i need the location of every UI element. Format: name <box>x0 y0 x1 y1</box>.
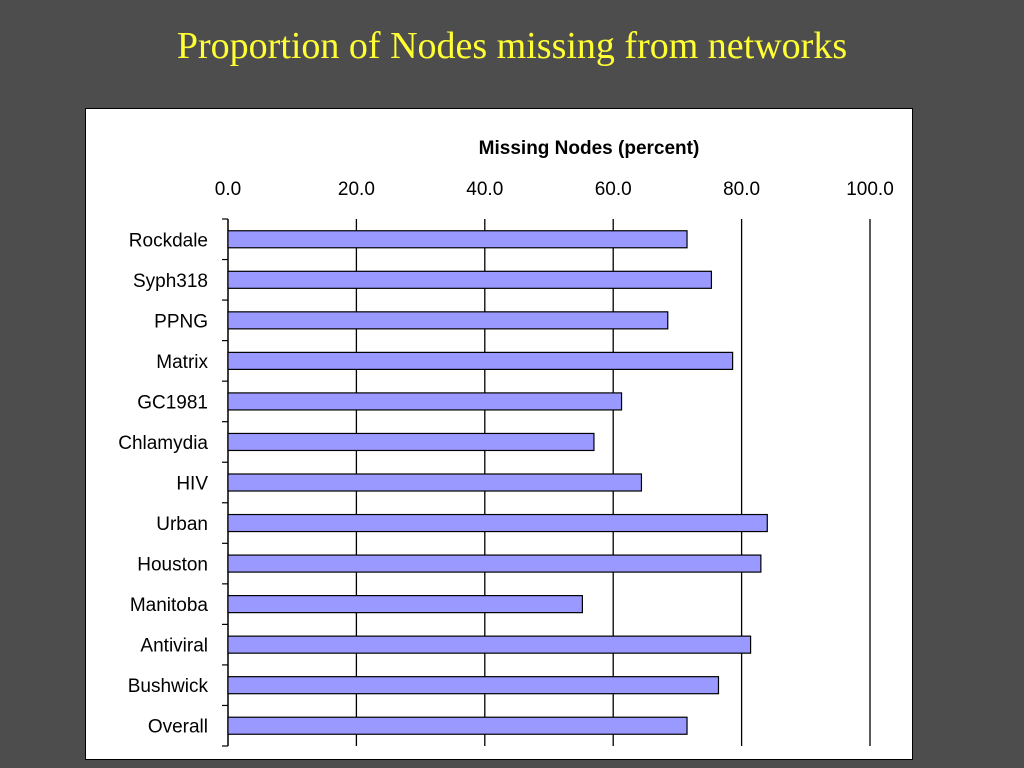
x-tick-label: 100.0 <box>846 179 894 200</box>
category-label: Urban <box>156 514 208 535</box>
bar <box>227 716 688 735</box>
slide-title: Proportion of Nodes missing from network… <box>176 25 848 67</box>
bar <box>227 351 734 370</box>
x-tick-labels: 0.0 20.0 40.0 60.0 80.0 100.0 <box>215 179 894 200</box>
bar <box>227 230 688 249</box>
bar <box>227 635 752 654</box>
category-label: Chlamydia <box>118 433 208 454</box>
bar <box>227 473 643 492</box>
category-label: Houston <box>137 555 208 576</box>
category-label: Antiviral <box>140 636 208 657</box>
category-label: Manitoba <box>130 595 209 616</box>
category-label: PPNG <box>154 311 208 332</box>
bar <box>227 392 623 411</box>
bar <box>227 595 583 614</box>
x-tick-label: 40.0 <box>466 179 503 200</box>
bar-chart: Missing Nodes (percent) 0.0 20.0 40.0 60.0 8… <box>118 138 894 747</box>
chart-panel: Missing Nodes (percent) 0.0 20.0 40.0 60.0 8… <box>85 108 913 760</box>
bar <box>227 270 713 289</box>
bar <box>227 432 595 452</box>
bar <box>227 676 720 695</box>
category-label: Overall <box>148 717 208 738</box>
category-label: HIV <box>176 474 208 495</box>
x-tick-label: 60.0 <box>595 179 632 200</box>
bar <box>227 513 768 533</box>
category-labels: Rockdale Syph318 PPNG Matrix GC1981 Chlamydia… <box>118 230 208 737</box>
bars <box>227 230 768 735</box>
x-tick-label: 80.0 <box>723 179 760 200</box>
bar <box>227 311 669 330</box>
category-label: GC1981 <box>137 392 208 413</box>
x-tick-label: 20.0 <box>338 179 375 200</box>
x-tick-label: 0.0 <box>215 179 241 200</box>
bar <box>227 554 762 573</box>
category-label: Syph318 <box>133 271 208 292</box>
category-label: Bushwick <box>128 676 209 697</box>
category-label: Matrix <box>156 352 208 373</box>
x-axis-title: Missing Nodes (percent) <box>479 138 700 159</box>
category-label: Rockdale <box>129 230 208 251</box>
y-axis <box>222 218 229 747</box>
